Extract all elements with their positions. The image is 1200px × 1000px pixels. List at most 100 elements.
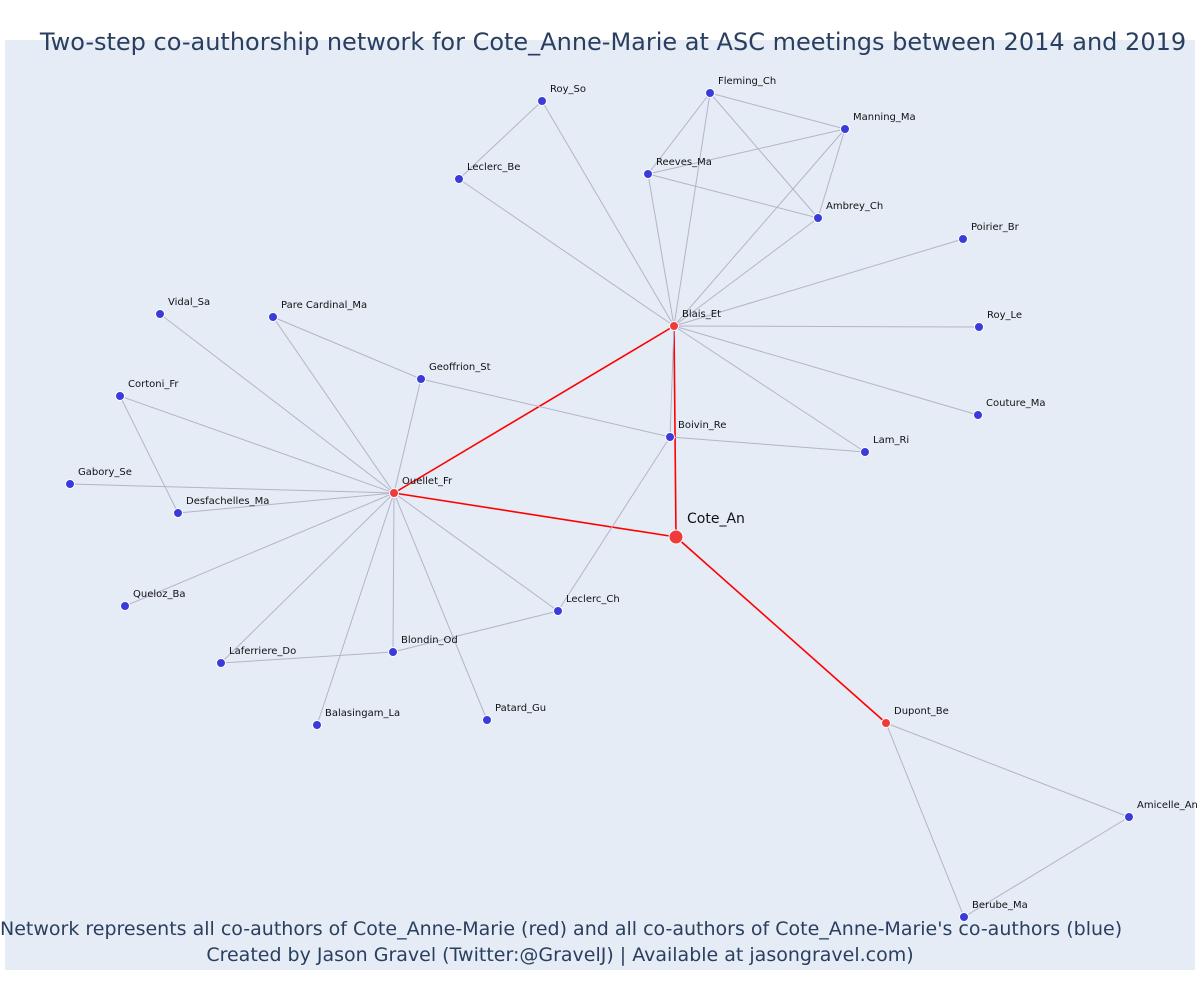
node-roy-le[interactable]	[974, 322, 984, 332]
node-ambrey-ch[interactable]	[813, 213, 823, 223]
node-roy-so[interactable]	[537, 96, 547, 106]
node-desfachelles-ma[interactable]	[173, 508, 183, 518]
node-label-ouellet-fr: Ouellet_Fr	[402, 476, 453, 487]
edge-manning-ma-blais-et	[673, 128, 846, 327]
node-queloz-ba[interactable]	[120, 601, 130, 611]
edge-ambrey-ch-blais-et	[673, 217, 819, 327]
node-balasingam-la[interactable]	[312, 720, 322, 730]
edge-lam-ri-blais-et	[673, 325, 866, 453]
node-label-blondin-od: Blondin_Od	[401, 635, 458, 646]
node-dupont-be[interactable]	[881, 718, 891, 728]
edge-laferriere-do-blondin-od	[220, 651, 394, 664]
edge-layer	[69, 92, 1130, 918]
edge-fleming-ch-ambrey-ch	[709, 92, 819, 219]
edge-laferriere-do-ouellet-fr	[220, 492, 395, 664]
node-label-berube-ma: Berube_Ma	[972, 900, 1028, 911]
edge-boivin-re-geoffrion-st	[420, 378, 671, 438]
node-ouellet-fr[interactable]	[389, 488, 399, 498]
edge-fleming-ch-reeves-ma	[647, 92, 711, 175]
edge-desfachelles-ma-ouellet-fr	[177, 492, 395, 514]
node-blais-et[interactable]	[669, 321, 679, 331]
edge-roy-so-blais-et	[541, 100, 675, 327]
edge-boivin-re-lam-ri	[669, 436, 866, 453]
node-label-vidal-sa: Vidal_Sa	[168, 297, 210, 308]
node-label-roy-le: Roy_Le	[987, 310, 1022, 321]
edge-cortoni-fr-desfachelles-ma	[119, 395, 179, 514]
node-lam-ri[interactable]	[860, 447, 870, 457]
caption-credit: Created by Jason Gravel (Twitter:@Gravel…	[206, 944, 914, 966]
node-manning-ma[interactable]	[840, 124, 850, 134]
node-laferriere-do[interactable]	[216, 658, 226, 668]
node-label-geoffrion-st: Geoffrion_St	[429, 362, 491, 373]
node-label-balasingam-la: Balasingam_La	[325, 708, 400, 719]
node-label-cote-an: Cote_An	[687, 511, 745, 527]
node-label-ambrey-ch: Ambrey_Ch	[826, 201, 883, 212]
edge-boivin-re-blais-et	[669, 325, 675, 438]
edge-cote-an-blais-et	[673, 325, 677, 538]
edge-queloz-ba-ouellet-fr	[124, 492, 395, 607]
edge-geoffrion-st-pare-cardinal-ma	[272, 316, 422, 380]
node-label-boivin-re: Boivin_Re	[678, 420, 726, 431]
edge-leclerc-be-blais-et	[458, 178, 675, 327]
node-label-amicelle-an: Amicelle_An	[1137, 800, 1198, 811]
edge-boivin-re-leclerc-ch	[557, 436, 671, 612]
node-amicelle-an[interactable]	[1124, 812, 1134, 822]
edge-reeves-ma-blais-et	[647, 173, 675, 327]
edge-roy-so-leclerc-be	[458, 100, 543, 180]
node-label-patard-gu: Patard_Gu	[495, 703, 546, 714]
node-cortoni-fr[interactable]	[115, 391, 125, 401]
edge-blondin-od-leclerc-ch	[392, 610, 559, 653]
edge-pare-cardinal-ma-ouellet-fr	[272, 316, 395, 494]
node-label-fleming-ch: Fleming_Ch	[718, 76, 776, 87]
node-label-leclerc-ch: Leclerc_Ch	[566, 594, 620, 605]
node-berube-ma[interactable]	[959, 912, 969, 922]
edge-patard-gu-ouellet-fr	[393, 492, 488, 721]
edge-manning-ma-reeves-ma	[647, 128, 846, 175]
node-fleming-ch[interactable]	[705, 88, 715, 98]
node-label-lam-ri: Lam_Ri	[873, 435, 909, 446]
node-label-manning-ma: Manning_Ma	[853, 112, 916, 123]
edge-couture-ma-blais-et	[673, 325, 979, 416]
edge-fleming-ch-manning-ma	[709, 92, 846, 130]
edge-fleming-ch-blais-et	[673, 92, 711, 327]
edge-poirier-br-blais-et	[673, 238, 964, 327]
node-label-gabory-se: Gabory_Se	[78, 467, 132, 478]
edge-gabory-se-ouellet-fr	[69, 483, 395, 494]
edge-roy-le-blais-et	[673, 325, 980, 328]
edge-leclerc-ch-ouellet-fr	[393, 492, 559, 612]
edge-reeves-ma-ambrey-ch	[647, 173, 819, 219]
edge-cote-an-ouellet-fr	[393, 492, 677, 538]
node-leclerc-be[interactable]	[454, 174, 464, 184]
node-couture-ma[interactable]	[973, 410, 983, 420]
node-reeves-ma[interactable]	[643, 169, 653, 179]
node-label-pare-cardinal-ma: Pare Cardinal_Ma	[281, 300, 367, 311]
caption-legend-note: Network represents all co-authors of Cot…	[0, 918, 1123, 940]
node-leclerc-ch[interactable]	[553, 606, 563, 616]
edge-blondin-od-ouellet-fr	[392, 492, 395, 653]
node-cote-an[interactable]	[668, 529, 684, 545]
edge-blais-et-ouellet-fr	[393, 325, 675, 494]
node-boivin-re[interactable]	[665, 432, 675, 442]
node-label-roy-so: Roy_So	[550, 84, 586, 95]
node-label-cortoni-fr: Cortoni_Fr	[128, 379, 179, 390]
edge-dupont-be-berube-ma	[885, 722, 965, 918]
node-blondin-od[interactable]	[388, 647, 398, 657]
node-patard-gu[interactable]	[482, 715, 492, 725]
node-vidal-sa[interactable]	[155, 309, 165, 319]
node-geoffrion-st[interactable]	[416, 374, 426, 384]
node-label-couture-ma: Couture_Ma	[986, 398, 1046, 409]
edge-amicelle-an-berube-ma	[963, 816, 1130, 918]
node-label-dupont-be: Dupont_Be	[894, 706, 949, 717]
node-layer	[65, 88, 1134, 922]
node-label-queloz-ba: Queloz_Ba	[133, 589, 186, 600]
node-label-laferriere-do: Laferriere_Do	[229, 646, 296, 657]
node-gabory-se[interactable]	[65, 479, 75, 489]
node-poirier-br[interactable]	[958, 234, 968, 244]
edge-geoffrion-st-ouellet-fr	[393, 378, 422, 494]
edge-manning-ma-ambrey-ch	[817, 128, 846, 219]
node-pare-cardinal-ma[interactable]	[268, 312, 278, 322]
edge-cortoni-fr-ouellet-fr	[119, 395, 395, 494]
node-label-reeves-ma: Reeves_Ma	[656, 157, 712, 168]
page-title: Two-step co-authorship network for Cote_…	[39, 28, 1187, 56]
